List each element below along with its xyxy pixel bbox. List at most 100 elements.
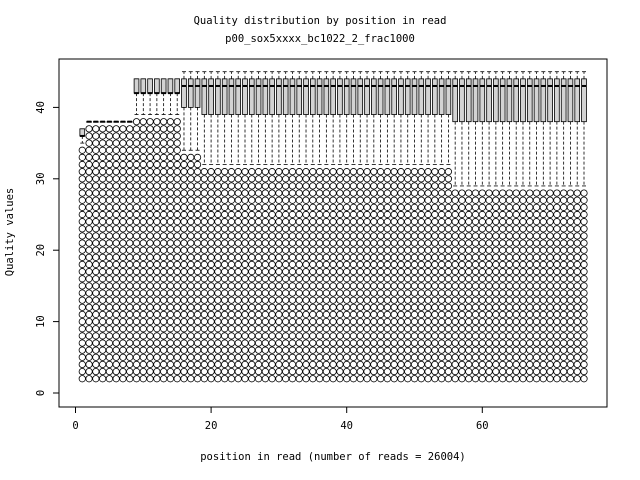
outlier-point bbox=[160, 289, 168, 297]
outlier-point bbox=[376, 310, 385, 319]
box-position bbox=[567, 71, 574, 187]
outlier-point bbox=[343, 182, 351, 190]
outlier-point bbox=[302, 325, 310, 333]
outlier-point bbox=[105, 346, 114, 354]
outlier-point bbox=[234, 317, 242, 326]
outlier-point bbox=[349, 367, 358, 376]
outlier-point bbox=[519, 332, 527, 340]
outlier-point bbox=[105, 317, 114, 326]
outlier-point bbox=[112, 175, 120, 183]
outlier-point bbox=[234, 296, 242, 304]
outlier-point bbox=[336, 239, 344, 247]
outlier-point bbox=[560, 196, 568, 204]
outlier-point bbox=[329, 275, 337, 283]
outlier-point bbox=[438, 232, 446, 240]
outlier-point bbox=[363, 225, 371, 233]
outlier-point bbox=[227, 225, 236, 233]
outlier-point bbox=[532, 225, 541, 233]
boxes bbox=[79, 71, 587, 187]
outlier-point bbox=[417, 353, 425, 361]
outlier-point bbox=[139, 118, 147, 126]
outlier-point bbox=[282, 268, 290, 276]
outlier-point bbox=[173, 139, 181, 147]
outlier-point bbox=[329, 289, 337, 297]
outlier-point bbox=[512, 203, 520, 211]
outlier-point bbox=[173, 182, 181, 190]
outlier-point bbox=[458, 353, 466, 361]
outlier-point bbox=[139, 289, 147, 297]
outlier-point bbox=[105, 153, 114, 161]
outlier-point bbox=[451, 260, 459, 269]
outlier-point bbox=[295, 353, 303, 361]
box-position bbox=[262, 71, 269, 165]
outlier-point bbox=[336, 310, 344, 319]
box-iqr bbox=[526, 78, 533, 123]
outlier-point bbox=[410, 203, 419, 211]
outlier-point bbox=[465, 367, 473, 376]
outlier-point bbox=[580, 367, 588, 376]
outlier-point bbox=[268, 310, 276, 319]
outlier-point bbox=[248, 246, 256, 254]
outlier-point bbox=[288, 353, 297, 361]
outlier-point bbox=[275, 367, 283, 376]
outlier-point bbox=[261, 268, 269, 276]
outlier-point bbox=[485, 353, 493, 361]
box-iqr bbox=[289, 78, 296, 115]
outlier-point bbox=[390, 282, 398, 290]
outlier-point bbox=[227, 182, 236, 190]
outlier-point bbox=[458, 317, 466, 326]
outlier-point bbox=[519, 232, 527, 240]
outlier-point bbox=[438, 310, 446, 319]
outlier-point bbox=[580, 196, 588, 204]
outlier-point bbox=[553, 210, 561, 219]
outlier-point bbox=[397, 239, 405, 247]
outlier-point bbox=[166, 196, 175, 204]
outlier-point bbox=[376, 296, 385, 304]
outlier-point bbox=[356, 253, 364, 261]
outlier-point bbox=[356, 182, 364, 190]
outlier-point bbox=[187, 182, 195, 190]
outlier-point bbox=[485, 332, 493, 340]
outlier-point bbox=[85, 296, 93, 304]
outlier-point bbox=[193, 332, 202, 340]
outlier-point bbox=[85, 218, 93, 226]
outlier-point bbox=[132, 125, 141, 133]
outlier-point bbox=[112, 132, 120, 140]
outlier-point bbox=[282, 332, 290, 340]
outlier-point bbox=[112, 296, 120, 304]
outlier-point bbox=[227, 189, 236, 197]
outlier-point bbox=[376, 203, 385, 211]
outlier-point bbox=[451, 275, 459, 283]
outlier-point bbox=[560, 353, 568, 361]
box-position bbox=[438, 71, 445, 165]
outlier-point bbox=[458, 260, 466, 269]
outlier-point bbox=[492, 189, 500, 197]
outlier-point bbox=[200, 339, 208, 347]
outlier-point bbox=[193, 325, 202, 333]
outlier-point bbox=[458, 282, 466, 290]
outlier-point bbox=[404, 325, 412, 333]
outlier-point bbox=[288, 210, 297, 219]
outlier-point bbox=[234, 353, 242, 361]
outlier-point bbox=[85, 210, 93, 219]
outlier-point bbox=[282, 367, 290, 376]
outlier-point bbox=[261, 246, 269, 254]
outlier-point bbox=[424, 275, 432, 283]
outlier-point bbox=[376, 232, 385, 240]
outlier-point bbox=[512, 317, 520, 326]
outlier-point bbox=[322, 360, 330, 369]
box-position bbox=[147, 78, 153, 115]
outlier-point bbox=[356, 289, 364, 297]
outlier-point bbox=[356, 175, 364, 183]
outlier-point bbox=[376, 360, 385, 369]
outlier-point bbox=[112, 332, 120, 340]
outlier-point bbox=[132, 296, 141, 304]
outlier-point bbox=[200, 253, 208, 261]
outlier-point bbox=[397, 346, 405, 354]
outlier-point bbox=[99, 346, 107, 354]
outlier-point bbox=[99, 375, 107, 383]
outlier-point bbox=[261, 232, 269, 240]
outlier-point bbox=[329, 189, 337, 197]
outlier-point bbox=[187, 196, 195, 204]
outlier-point bbox=[275, 360, 283, 369]
